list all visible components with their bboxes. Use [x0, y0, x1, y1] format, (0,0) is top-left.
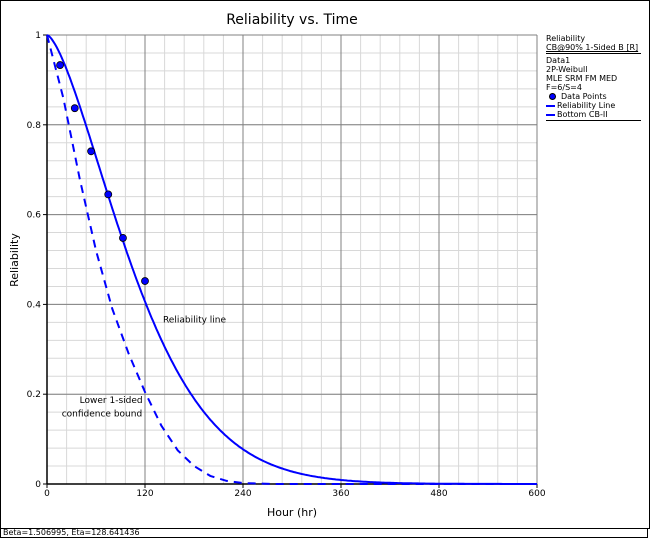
legend-label: Bottom CB-II — [557, 110, 608, 119]
y-tick-label: 0.6 — [27, 211, 42, 221]
legend-line: MLE SRM FM MED — [546, 74, 618, 83]
legend-line: 2P-Weibull — [546, 65, 588, 74]
legend-item-data-points: Data Points — [546, 92, 641, 101]
data-point — [104, 190, 113, 199]
x-tick-label: 480 — [430, 489, 447, 499]
x-tick-label: 360 — [332, 489, 349, 499]
annotation: confidence bound — [62, 410, 142, 420]
data-point — [141, 277, 149, 285]
x-axis-label: Hour (hr) — [267, 506, 317, 519]
data-point — [87, 147, 95, 156]
x-tick-label: 120 — [136, 489, 153, 499]
y-tick-label: 1 — [35, 31, 41, 41]
legend-subheader: CB@90% 1-Sided B [R] — [546, 43, 639, 52]
line-icon — [546, 104, 555, 107]
legend-item-bottom-cb: Bottom CB-II — [546, 110, 641, 119]
data-point — [70, 104, 79, 113]
x-tick-label: 0 — [44, 489, 50, 499]
legend-line: Data1 — [546, 56, 571, 65]
legend-label: Reliability Line — [557, 101, 616, 110]
legend-divider — [546, 53, 641, 54]
chart-title: Reliability vs. Time — [226, 12, 358, 28]
lower-confidence-bound-line — [46, 34, 537, 485]
data-point — [56, 61, 64, 69]
reliability-line — [46, 34, 537, 485]
status-bar: Beta=1.506995, Eta=128.641436 — [0, 528, 648, 538]
y-tick-label: 0.8 — [27, 121, 42, 131]
legend-divider — [546, 120, 641, 121]
legend-item-reliability-line: Reliability Line — [546, 101, 641, 110]
legend-label: Data Points — [561, 92, 607, 101]
data-point — [119, 234, 127, 242]
annotation: Lower 1-sided — [80, 396, 143, 406]
legend-line: F=6/S=4 — [546, 83, 582, 92]
legend-header: Reliability — [546, 34, 586, 43]
line-icon — [546, 113, 555, 116]
y-tick-label: 0 — [35, 480, 41, 490]
x-tick-label: 240 — [234, 489, 251, 499]
y-tick-label: 0.4 — [27, 300, 42, 310]
y-tick-label: 0.2 — [27, 390, 41, 400]
dot-icon — [549, 93, 556, 100]
y-axis-label: Reliability — [8, 233, 21, 287]
legend: Reliability CB@90% 1-Sided B [R] Data1 2… — [546, 34, 641, 123]
x-tick-label: 600 — [528, 489, 545, 499]
annotation: Reliability line — [163, 315, 227, 325]
